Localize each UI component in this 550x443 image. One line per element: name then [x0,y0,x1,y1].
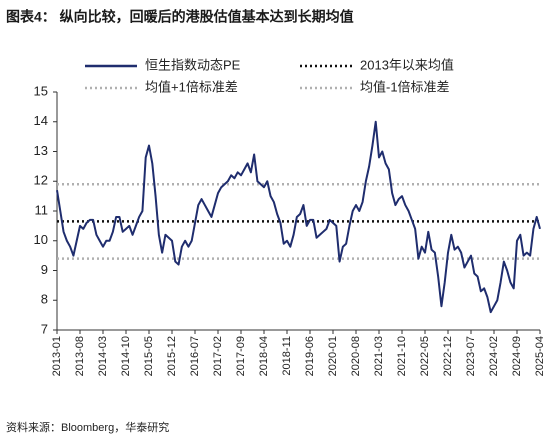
x-tick-label: 2020-01 [327,336,339,376]
x-tick-label: 2024-09 [511,336,523,376]
x-tick-label: 2015-12 [166,336,178,376]
x-tick-label: 2015-05 [143,336,155,376]
x-tick-label: 2019-06 [304,336,316,376]
legend-label: 均值-1倍标准差 [360,79,450,94]
legend-label: 2013年以来均值 [360,57,454,72]
x-tick-label: 2023-07 [465,336,477,376]
x-tick-label: 2020-08 [350,336,362,376]
x-tick-label: 2013-01 [51,336,63,376]
source: 资料来源：Bloomberg，华泰研究 [6,420,169,434]
x-tick-label: 2021-03 [373,336,385,376]
x-tick-label: 2014-10 [120,336,132,376]
y-tick-label: 7 [41,321,48,336]
x-tick-label: 2016-07 [189,336,201,376]
x-tick-label: 2022-12 [442,336,454,376]
x-tick-label: 2018-11 [281,336,293,376]
y-tick-label: 15 [34,83,48,98]
x-tick-label: 2014-03 [97,336,109,376]
chart-title: 图表4： 纵向比较，回暖后的港股估值基本达到长期均值 [6,9,354,25]
x-tick-label: 2025-04 [534,336,546,376]
y-tick-label: 8 [41,292,48,307]
x-tick-label: 2017-02 [212,336,224,376]
legend-label: 均值+1倍标准差 [145,79,238,94]
y-tick-label: 14 [34,113,48,128]
x-tick-label: 2013-08 [74,336,86,376]
y-tick-label: 11 [35,202,49,217]
x-tick-label: 2022-05 [419,336,431,376]
x-tick-label: 2017-09 [235,336,247,376]
x-tick-label: 2018-04 [258,336,270,376]
x-tick-label: 2021-10 [396,336,408,376]
y-tick-label: 10 [34,232,48,247]
y-tick-label: 9 [41,262,48,277]
x-tick-label: 2024-02 [488,336,500,376]
y-tick-label: 12 [34,173,48,188]
legend-label: 恒生指数动态PE [145,57,241,72]
pe-line [56,120,541,314]
y-tick-label: 13 [34,143,48,158]
